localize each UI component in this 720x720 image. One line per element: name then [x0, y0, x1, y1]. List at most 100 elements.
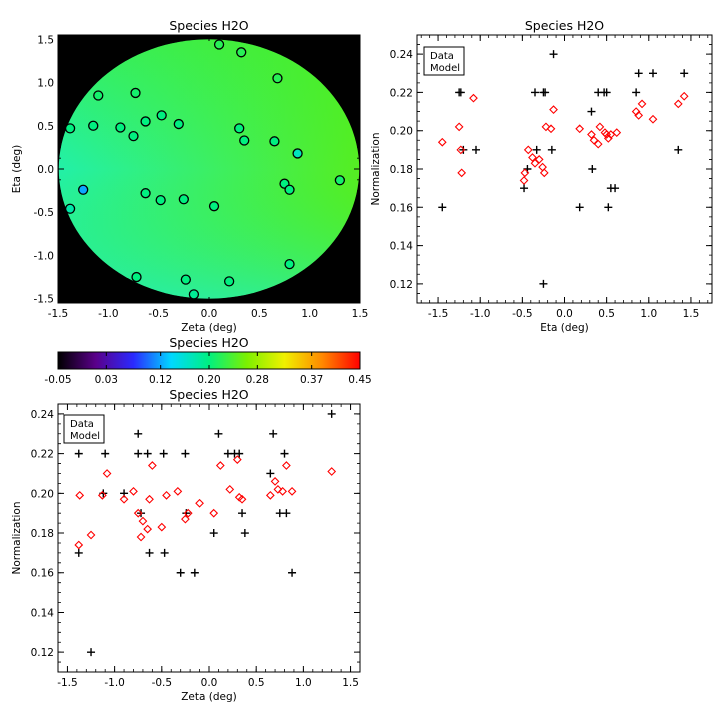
data-marker [327, 409, 336, 418]
measurement-point [236, 47, 247, 58]
colorbar-title: Species H2O [169, 335, 248, 350]
colorbar-tick-label: 0.28 [246, 374, 269, 386]
model-marker [143, 524, 153, 534]
data-marker [472, 145, 480, 154]
model-marker [519, 176, 529, 185]
model-marker [138, 516, 148, 526]
chart-title: Species H2O [525, 18, 604, 33]
y-tick-label: 0.0 [37, 164, 54, 176]
colorbar-tick-label: 0.12 [149, 374, 172, 386]
data-marker [541, 88, 550, 97]
x-tick-label: -1.0 [470, 308, 491, 320]
measurement-point [188, 289, 200, 300]
model-marker [282, 461, 291, 470]
data-marker [74, 449, 83, 458]
model-marker [595, 122, 605, 132]
x-tick-label: -1.0 [104, 677, 125, 689]
data-marker [288, 568, 297, 577]
model-marker [270, 477, 280, 486]
model-marker [147, 461, 157, 470]
model-marker [181, 514, 190, 524]
data-marker [209, 529, 218, 538]
x-tick-label: -0.5 [512, 308, 533, 320]
y-tick-label: 0.24 [390, 49, 414, 61]
model-marker [237, 494, 247, 504]
data-marker [87, 648, 96, 657]
x-axis-label: Zeta (deg) [181, 691, 237, 703]
x-tick-label: 0.5 [251, 308, 268, 320]
model-marker [520, 168, 530, 178]
x-tick-label: 0.5 [598, 308, 615, 320]
data-marker [235, 449, 244, 458]
model-marker [86, 530, 96, 540]
series-data [438, 50, 689, 288]
colorbar-tick-label: 0.45 [348, 374, 371, 386]
legend-box [63, 414, 105, 444]
measurement-point [208, 201, 220, 212]
data-marker [611, 184, 620, 193]
colorbar-tick-label: -0.05 [44, 374, 71, 386]
data-marker [280, 449, 289, 458]
model-marker [102, 469, 112, 478]
data-marker [456, 88, 465, 97]
x-tick-label: 0.0 [201, 677, 218, 689]
y-tick-label: 0.12 [390, 279, 413, 291]
data-marker [190, 568, 199, 577]
x-tick-label: 0.0 [556, 308, 573, 320]
model-marker [162, 490, 171, 500]
x-tick-label: 1.0 [640, 308, 657, 320]
model-marker [530, 158, 540, 168]
data-marker [547, 145, 556, 154]
model-marker [183, 508, 193, 518]
data-marker [134, 429, 143, 438]
model-marker [534, 155, 544, 164]
measurement-point [234, 123, 245, 134]
data-marker [282, 509, 291, 518]
model-marker [546, 124, 556, 134]
data-marker [159, 449, 168, 458]
measurement-point [115, 122, 126, 133]
model-marker [679, 91, 689, 101]
data-marker [632, 88, 641, 97]
x-axis-label: Zeta (deg) [181, 322, 237, 334]
model-marker [195, 498, 204, 508]
legend-entry: Data [430, 51, 454, 62]
x-tick-label: -1.5 [57, 677, 78, 689]
data-marker [520, 184, 529, 193]
data-marker [240, 529, 249, 538]
measurement-point [173, 118, 184, 130]
model-marker [119, 494, 129, 504]
x-tick-label: 1.5 [342, 677, 359, 689]
model-marker [469, 93, 478, 103]
map-field-shade [58, 39, 360, 299]
y-tick-label: 1.5 [37, 34, 54, 46]
model-marker [97, 490, 107, 500]
map-field [58, 39, 360, 300]
model-marker [523, 145, 533, 155]
model-marker [454, 122, 464, 132]
legend-entry: Model [430, 63, 460, 74]
y-tick-label: 0.14 [31, 607, 55, 619]
measurement-point [269, 136, 280, 147]
data-marker [238, 509, 247, 518]
data-marker [674, 145, 683, 154]
model-marker [157, 522, 167, 532]
colorbar-tick-label: 0.20 [197, 374, 220, 386]
y-tick-label: 0.22 [390, 87, 413, 99]
data-marker [532, 145, 541, 154]
x-tick-label: -1.5 [48, 308, 69, 320]
model-marker [145, 494, 154, 504]
x-axis-label: Eta (deg) [540, 322, 589, 334]
model-marker [549, 105, 558, 115]
data-marker [634, 69, 643, 78]
data-marker [160, 548, 169, 557]
colorbar: Species H2O -0.05 0.03 0.12 0.20 0.28 0.37 0.45 [44, 335, 371, 386]
x-tick-label: -1.0 [98, 308, 119, 320]
x-tick-label: 1.0 [295, 677, 312, 689]
model-marker [225, 484, 235, 494]
normalization-panel-3: -1.5 -1.0 -0.5 0.0 0.5 1.0 1.5 0.12 0.14 0.16 0.18… [11, 387, 361, 703]
x-tick-label: 0.5 [248, 677, 265, 689]
y-tick-label: 0.20 [31, 488, 54, 500]
